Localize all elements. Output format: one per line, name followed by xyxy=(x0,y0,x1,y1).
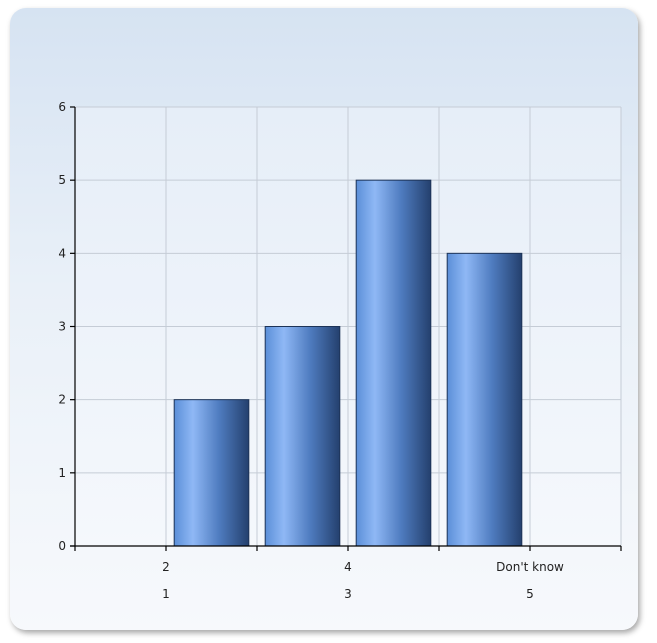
axes xyxy=(70,106,622,551)
bar xyxy=(264,326,341,547)
bar xyxy=(355,179,432,547)
bar xyxy=(446,252,523,547)
x-tick-label: 4 xyxy=(344,560,352,574)
x-tick-label: 3 xyxy=(344,587,352,601)
y-tick-labels: 0 1 2 3 4 5 6 xyxy=(58,100,66,553)
y-tick-label: 3 xyxy=(58,320,66,334)
y-tick-label: 2 xyxy=(58,393,66,407)
y-tick-label: 0 xyxy=(58,539,66,553)
x-tick-label: 1 xyxy=(162,587,170,601)
y-tick-label: 1 xyxy=(58,466,66,480)
x-tick-labels: 1 2 3 4 5 Don't know xyxy=(162,560,564,601)
y-tick-label: 6 xyxy=(58,100,66,114)
grid-lines xyxy=(75,106,622,546)
x-tick-label: Don't know xyxy=(496,560,564,574)
bar xyxy=(173,399,250,547)
x-tick-label: 5 xyxy=(526,587,534,601)
y-tick-label: 4 xyxy=(58,246,66,260)
bars xyxy=(173,179,523,547)
x-tick-label: 2 xyxy=(162,560,170,574)
y-tick-label: 5 xyxy=(58,173,66,187)
